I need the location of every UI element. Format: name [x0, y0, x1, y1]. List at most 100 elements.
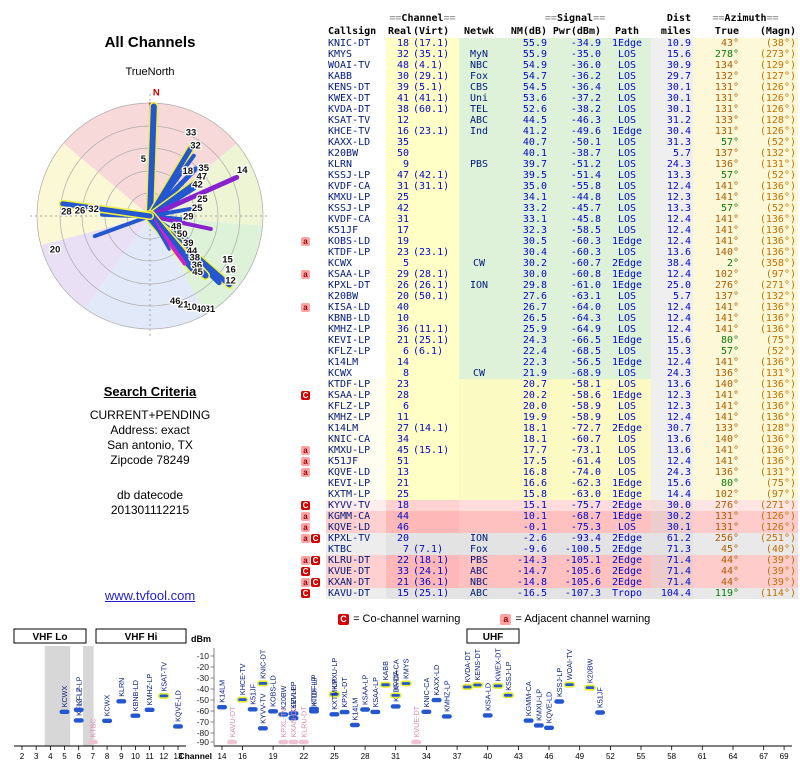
azimuth-true-cell: 131°	[693, 82, 741, 93]
path-cell: LOS	[603, 170, 651, 181]
dbm-tick-label: -70	[197, 717, 210, 727]
power-cell: -74.0	[549, 467, 603, 478]
dbm-tick-label: -30	[197, 673, 210, 683]
table-row: KSSJ-LP 47 (42.1) 39.5 -51.4 LOS 13.3 57° (52°)	[300, 170, 798, 181]
table-row: KMHZ-LP 11 19.9 -58.9 LOS 12.4 141° (136°)	[300, 412, 798, 423]
callsign-cell: KVDF-CA	[326, 214, 386, 225]
network-cell: Ind	[459, 126, 499, 137]
network-cell: ABC	[459, 588, 499, 599]
power-cell: -61.0	[549, 280, 603, 291]
azimuth-true-cell: 141°	[693, 456, 741, 467]
station-marker	[59, 709, 70, 714]
real-channel-cell: 9	[386, 159, 411, 170]
network-cell: NBC	[459, 577, 499, 588]
warning-markers	[300, 379, 326, 390]
dbm-tick-label: -60	[197, 706, 210, 716]
nm-cell: 16.6	[499, 478, 549, 489]
table-row: KXTM-LP 25 15.8 -63.0 1Edge 14.4 102° (97°)	[300, 489, 798, 500]
nm-cell: 29.8	[499, 280, 549, 291]
power-cell: -63.0	[549, 489, 603, 500]
callsign-cell: KCWX	[326, 258, 386, 269]
power-cell: -45.8	[549, 214, 603, 225]
real-channel-cell: 17	[386, 225, 411, 236]
radar-channel-label: 42	[192, 180, 203, 191]
criteria-city: San antonio, TX	[107, 438, 193, 452]
col-header: NM(dB)	[499, 25, 549, 38]
real-channel-cell: 42	[386, 203, 411, 214]
radar-channel-label: 32	[190, 141, 201, 152]
channel-tick-label: 9	[119, 752, 124, 761]
radar-channel-label: 47	[197, 172, 208, 183]
warning-markers	[300, 478, 326, 489]
nm-cell: -16.5	[499, 588, 549, 599]
table-header: ==Channel== ==Signal== Dist ==Azimuth== Call…	[300, 12, 798, 38]
path-cell: LOS	[603, 302, 651, 313]
station-marker	[502, 692, 515, 699]
radar-plot-area: N 5 33 32 18 35 47 42 14 25 25 29 48 50 39 44 38 36 45 15 16…	[0, 56, 300, 356]
callsign-cell: KVDA-DT	[326, 104, 386, 115]
table-row: KMHZ-LP 36 (11.1) 25.9 -64.9 LOS 12.4 141° (136°…	[300, 324, 798, 335]
nm-cell: 15.8	[499, 489, 549, 500]
table-row: KMXU-LP 25 34.1 -44.8 LOS 12.3 141° (136°)	[300, 192, 798, 203]
dbm-axis-label: dBm	[191, 634, 211, 644]
callsign-cell: KTDF-LP	[326, 247, 386, 258]
power-cell: -55.8	[549, 181, 603, 192]
station-marker	[268, 709, 279, 714]
station-label: KQVE-LD	[545, 692, 554, 724]
tvfool-link[interactable]: www.tvfool.com	[104, 588, 196, 603]
distance-cell: 12.4	[651, 357, 693, 368]
callsign-cell: KHCE-TV	[326, 126, 386, 137]
col-header: True	[693, 25, 741, 38]
nm-cell: 39.5	[499, 170, 549, 181]
station-label: KEVI-LP	[289, 686, 298, 714]
virtual-channel-cell: (42.1)	[411, 170, 459, 181]
channel-tick-label: 8	[105, 752, 110, 761]
real-channel-cell: 10	[386, 313, 411, 324]
callsign-cell: KMHZ-LP	[326, 412, 386, 423]
station-label: KMHZ-LP	[442, 680, 451, 712]
virtual-channel-cell: (7.1)	[411, 544, 459, 555]
virtual-channel-cell	[411, 489, 459, 500]
station-label: KNIC-CA	[422, 678, 431, 708]
azimuth-magnetic-cell: (39°)	[741, 555, 798, 566]
azimuth-true-cell: 131°	[693, 104, 741, 115]
bottom-panel: C = Co-channel warning a = Adjacent chann…	[0, 612, 800, 768]
station-marker	[173, 724, 183, 729]
warning-markers	[300, 170, 326, 181]
azimuth-true-cell: 141°	[693, 401, 741, 412]
virtual-channel-cell	[411, 258, 459, 269]
station-label: KHCE-TV	[238, 663, 247, 695]
search-criteria: Search Criteria CURRENT+PENDING Address:…	[0, 384, 300, 518]
nm-cell: 32.3	[499, 225, 549, 236]
real-channel-cell: 5	[386, 258, 411, 269]
virtual-channel-cell	[411, 412, 459, 423]
station-marker	[73, 718, 84, 723]
azimuth-true-cell: 136°	[693, 368, 741, 379]
co-channel-marker: C	[301, 566, 310, 576]
callsign-cell: KYVV-TV	[326, 500, 386, 511]
warning-markers	[300, 247, 326, 258]
warning-markers	[300, 60, 326, 71]
warning-markers: a	[300, 302, 326, 313]
callsign-cell: KTDF-LP	[326, 379, 386, 390]
radar-channel-label: 12	[225, 276, 236, 287]
network-cell: PBS	[459, 555, 499, 566]
callsign-cell: KISA-LD	[326, 302, 386, 313]
warning-markers	[300, 148, 326, 159]
network-cell	[459, 302, 499, 313]
channel-tick-label: 22	[299, 752, 308, 761]
channel-tick-label: 67	[759, 752, 768, 761]
azimuth-true-cell: 102°	[693, 269, 741, 280]
adjacent-channel-chip: a	[500, 613, 512, 625]
callsign-cell: KQVE-LD	[326, 522, 386, 533]
power-cell: -100.5	[549, 544, 603, 555]
header-rule: ==	[712, 13, 725, 24]
dbm-tick-label: -20	[197, 662, 210, 672]
real-channel-cell: 38	[386, 104, 411, 115]
network-cell	[459, 478, 499, 489]
distance-cell: 12.3	[651, 390, 693, 401]
virtual-channel-cell: (35.1)	[411, 49, 459, 60]
virtual-channel-cell: (50.1)	[411, 291, 459, 302]
nm-cell: 18.1	[499, 434, 549, 445]
distance-cell: 13.6	[651, 379, 693, 390]
